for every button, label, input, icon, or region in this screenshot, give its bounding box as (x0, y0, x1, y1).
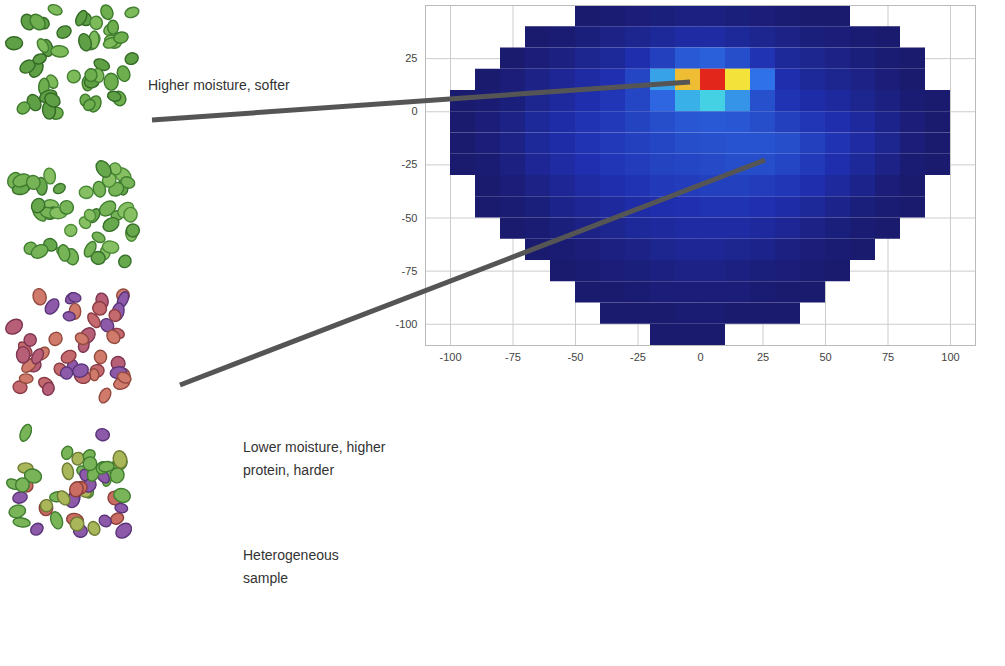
svg-text:Lower moisture, higherprotein,: Lower moisture, higherprotein, harder (243, 439, 386, 478)
svg-text:-25: -25 (402, 158, 418, 170)
svg-text:-50: -50 (568, 351, 584, 363)
svg-text:0: 0 (411, 105, 417, 117)
svg-text:100: 100 (941, 351, 959, 363)
svg-text:50: 50 (819, 351, 831, 363)
svg-text:-75: -75 (505, 351, 521, 363)
svg-text:25: 25 (757, 351, 769, 363)
svg-text:-100: -100 (395, 318, 417, 330)
svg-text:Heterogeneoussample: Heterogeneoussample (243, 547, 339, 586)
svg-text:-100: -100 (439, 351, 461, 363)
svg-text:0: 0 (697, 351, 703, 363)
svg-text:75: 75 (882, 351, 894, 363)
svg-text:-75: -75 (402, 265, 418, 277)
svg-text:-25: -25 (630, 351, 646, 363)
svg-text:25: 25 (405, 52, 417, 64)
svg-text:Higher moisture, softer: Higher moisture, softer (148, 77, 290, 93)
svg-text:-50: -50 (402, 212, 418, 224)
